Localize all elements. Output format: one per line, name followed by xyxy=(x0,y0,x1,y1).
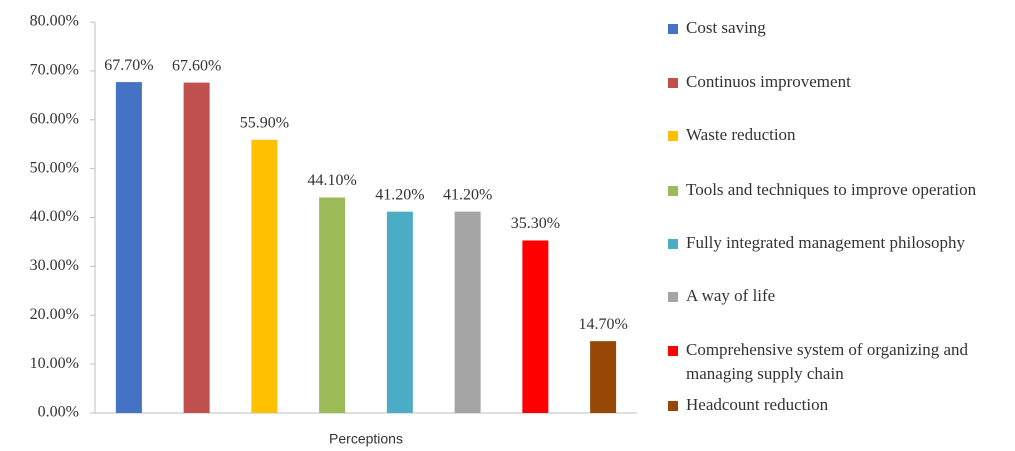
legend-item: Cost saving xyxy=(668,16,1015,40)
value-label: 35.30% xyxy=(511,215,560,232)
y-tick-label: 0.00% xyxy=(38,404,79,421)
legend-label: Cost saving xyxy=(686,18,766,37)
legend-label: Tools and techniques to improve operatio… xyxy=(686,180,977,199)
legend-swatch xyxy=(668,292,678,302)
legend-label: Headcount reduction xyxy=(686,395,829,414)
value-label: 14.70% xyxy=(578,316,627,333)
value-label: 67.70% xyxy=(104,57,153,74)
value-label: 67.60% xyxy=(172,57,221,74)
legend-label: Continuos improvement xyxy=(686,72,851,91)
bar xyxy=(454,211,481,413)
value-label: 41.20% xyxy=(443,186,492,203)
bar xyxy=(115,82,142,414)
legend-item: Tools and techniques to improve operatio… xyxy=(668,178,1015,202)
legend-swatch xyxy=(668,346,678,356)
legend-label: A way of life xyxy=(686,286,776,305)
y-tick-label: 10.00% xyxy=(30,355,79,372)
legend-swatch xyxy=(668,78,678,88)
legend-swatch xyxy=(668,186,678,196)
legend-item: Headcount reduction xyxy=(668,393,1015,417)
x-axis-label: Perceptions xyxy=(329,431,403,447)
bar xyxy=(183,82,210,413)
legend-swatch xyxy=(668,401,678,411)
y-tick-label: 30.00% xyxy=(30,257,79,274)
legend-item: A way of life xyxy=(668,284,1015,308)
legend-item: Continuos improvement xyxy=(668,70,1015,94)
y-tick-label: 80.00% xyxy=(30,13,79,30)
legend-item: Fully integrated management philosophy xyxy=(668,231,1015,255)
bar xyxy=(386,211,413,413)
legend-label: Fully integrated management philosophy xyxy=(686,233,966,252)
value-label: 41.20% xyxy=(375,186,424,203)
bar xyxy=(319,197,346,413)
value-label: 55.90% xyxy=(240,114,289,131)
y-tick-label: 70.00% xyxy=(30,62,79,79)
legend-label: Waste reduction xyxy=(686,125,796,144)
bar xyxy=(522,240,549,413)
y-tick-label: 40.00% xyxy=(30,208,79,225)
legend-swatch xyxy=(668,131,678,141)
legend-item: Waste reduction xyxy=(668,123,1015,147)
legend-swatch xyxy=(668,24,678,34)
y-tick-label: 60.00% xyxy=(30,110,79,127)
legend-swatch xyxy=(668,239,678,249)
y-tick-label: 20.00% xyxy=(30,306,79,323)
value-label: 44.10% xyxy=(307,172,356,189)
y-tick-label: 50.00% xyxy=(30,159,79,176)
legend-item: Comprehensive system of organizing and m… xyxy=(668,338,1015,386)
legend-label: Comprehensive system of organizing and m… xyxy=(686,340,969,383)
bar xyxy=(590,341,617,413)
bar xyxy=(251,139,278,413)
